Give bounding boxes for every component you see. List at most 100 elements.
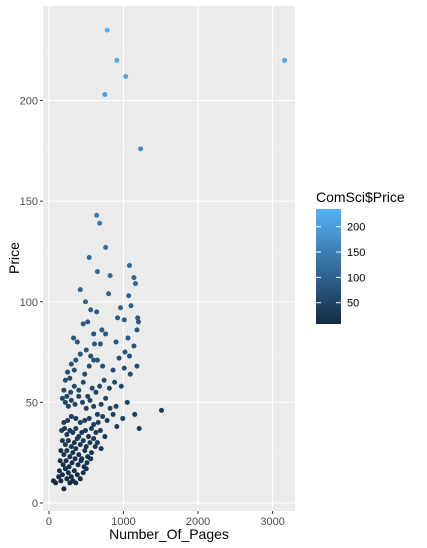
data-point	[97, 383, 103, 389]
data-point	[68, 444, 74, 450]
y-tick-label: 100	[20, 297, 38, 309]
data-point	[107, 405, 113, 411]
data-point	[53, 480, 59, 486]
data-point	[135, 315, 141, 321]
data-point	[72, 456, 78, 462]
data-point	[59, 395, 65, 401]
data-point	[77, 351, 83, 357]
data-point	[80, 321, 86, 327]
data-point	[67, 454, 73, 460]
data-point	[104, 417, 110, 423]
legend: ComSci$Price 50 100 150 200	[316, 189, 405, 324]
data-point	[88, 353, 94, 359]
data-point	[82, 417, 88, 423]
data-point	[114, 57, 120, 63]
data-point	[62, 426, 68, 432]
data-point	[103, 244, 109, 250]
data-point	[91, 421, 97, 427]
data-point	[66, 464, 72, 470]
data-point	[86, 415, 92, 421]
data-point	[57, 458, 63, 464]
data-point	[71, 383, 77, 389]
x-axis: 0 1000 2000 3000	[46, 511, 285, 528]
data-point	[98, 446, 104, 452]
data-point	[56, 468, 62, 474]
data-point	[100, 363, 106, 369]
data-point	[86, 363, 92, 369]
data-point	[126, 353, 132, 359]
data-point	[114, 423, 120, 429]
data-point	[82, 448, 88, 454]
data-point	[73, 480, 79, 486]
data-point	[64, 393, 70, 399]
data-point	[62, 442, 68, 448]
data-point	[94, 269, 100, 275]
data-point	[68, 389, 74, 395]
x-tick-label: 0	[46, 516, 52, 528]
data-point	[77, 419, 83, 425]
y-tick-label: 50	[26, 397, 38, 409]
data-point	[69, 460, 75, 466]
data-point	[70, 430, 76, 436]
data-point	[91, 331, 97, 337]
x-tick-label: 3000	[260, 516, 284, 528]
data-point	[91, 403, 97, 409]
data-point	[76, 452, 82, 458]
y-tick-label: 0	[32, 498, 38, 510]
data-point	[101, 377, 107, 383]
data-point	[110, 367, 116, 373]
data-point	[91, 341, 97, 347]
data-point	[79, 430, 85, 436]
data-point	[115, 315, 121, 321]
data-point	[65, 417, 71, 423]
data-point	[88, 456, 94, 462]
data-point	[86, 254, 92, 260]
data-point	[83, 444, 89, 450]
data-point	[94, 440, 100, 446]
x-tick-label: 1000	[111, 516, 135, 528]
data-point	[64, 448, 70, 454]
data-point	[97, 341, 103, 347]
data-point	[80, 379, 86, 385]
data-point	[59, 438, 65, 444]
data-point	[132, 411, 138, 417]
data-point	[82, 428, 88, 434]
data-point	[131, 275, 137, 281]
data-point	[65, 403, 71, 409]
data-point	[76, 387, 82, 393]
data-point	[75, 462, 81, 468]
data-point	[94, 357, 100, 363]
data-point	[72, 401, 78, 407]
data-point	[121, 317, 127, 323]
y-tick-label: 200	[20, 96, 38, 108]
data-point	[74, 339, 80, 345]
data-point	[78, 458, 84, 464]
data-point	[77, 442, 83, 448]
data-point	[76, 393, 82, 399]
data-point	[77, 287, 83, 293]
data-point	[94, 212, 100, 218]
data-point	[97, 428, 103, 434]
data-point	[65, 369, 71, 375]
data-point	[99, 327, 105, 333]
data-point	[121, 365, 127, 371]
data-point	[67, 375, 73, 381]
data-point	[93, 389, 99, 395]
data-point	[103, 331, 109, 337]
data-point	[80, 399, 86, 405]
data-point	[61, 419, 67, 425]
major-gridlines	[43, 6, 295, 511]
data-point	[106, 385, 112, 391]
data-point	[88, 426, 94, 432]
data-point	[59, 472, 65, 478]
plot-panel	[43, 6, 295, 511]
data-point	[88, 450, 94, 456]
data-point	[70, 450, 76, 456]
data-point	[107, 273, 113, 279]
data-point	[116, 355, 122, 361]
data-point	[113, 403, 119, 409]
data-point	[68, 474, 74, 480]
data-point	[127, 371, 133, 377]
data-point	[110, 411, 116, 417]
